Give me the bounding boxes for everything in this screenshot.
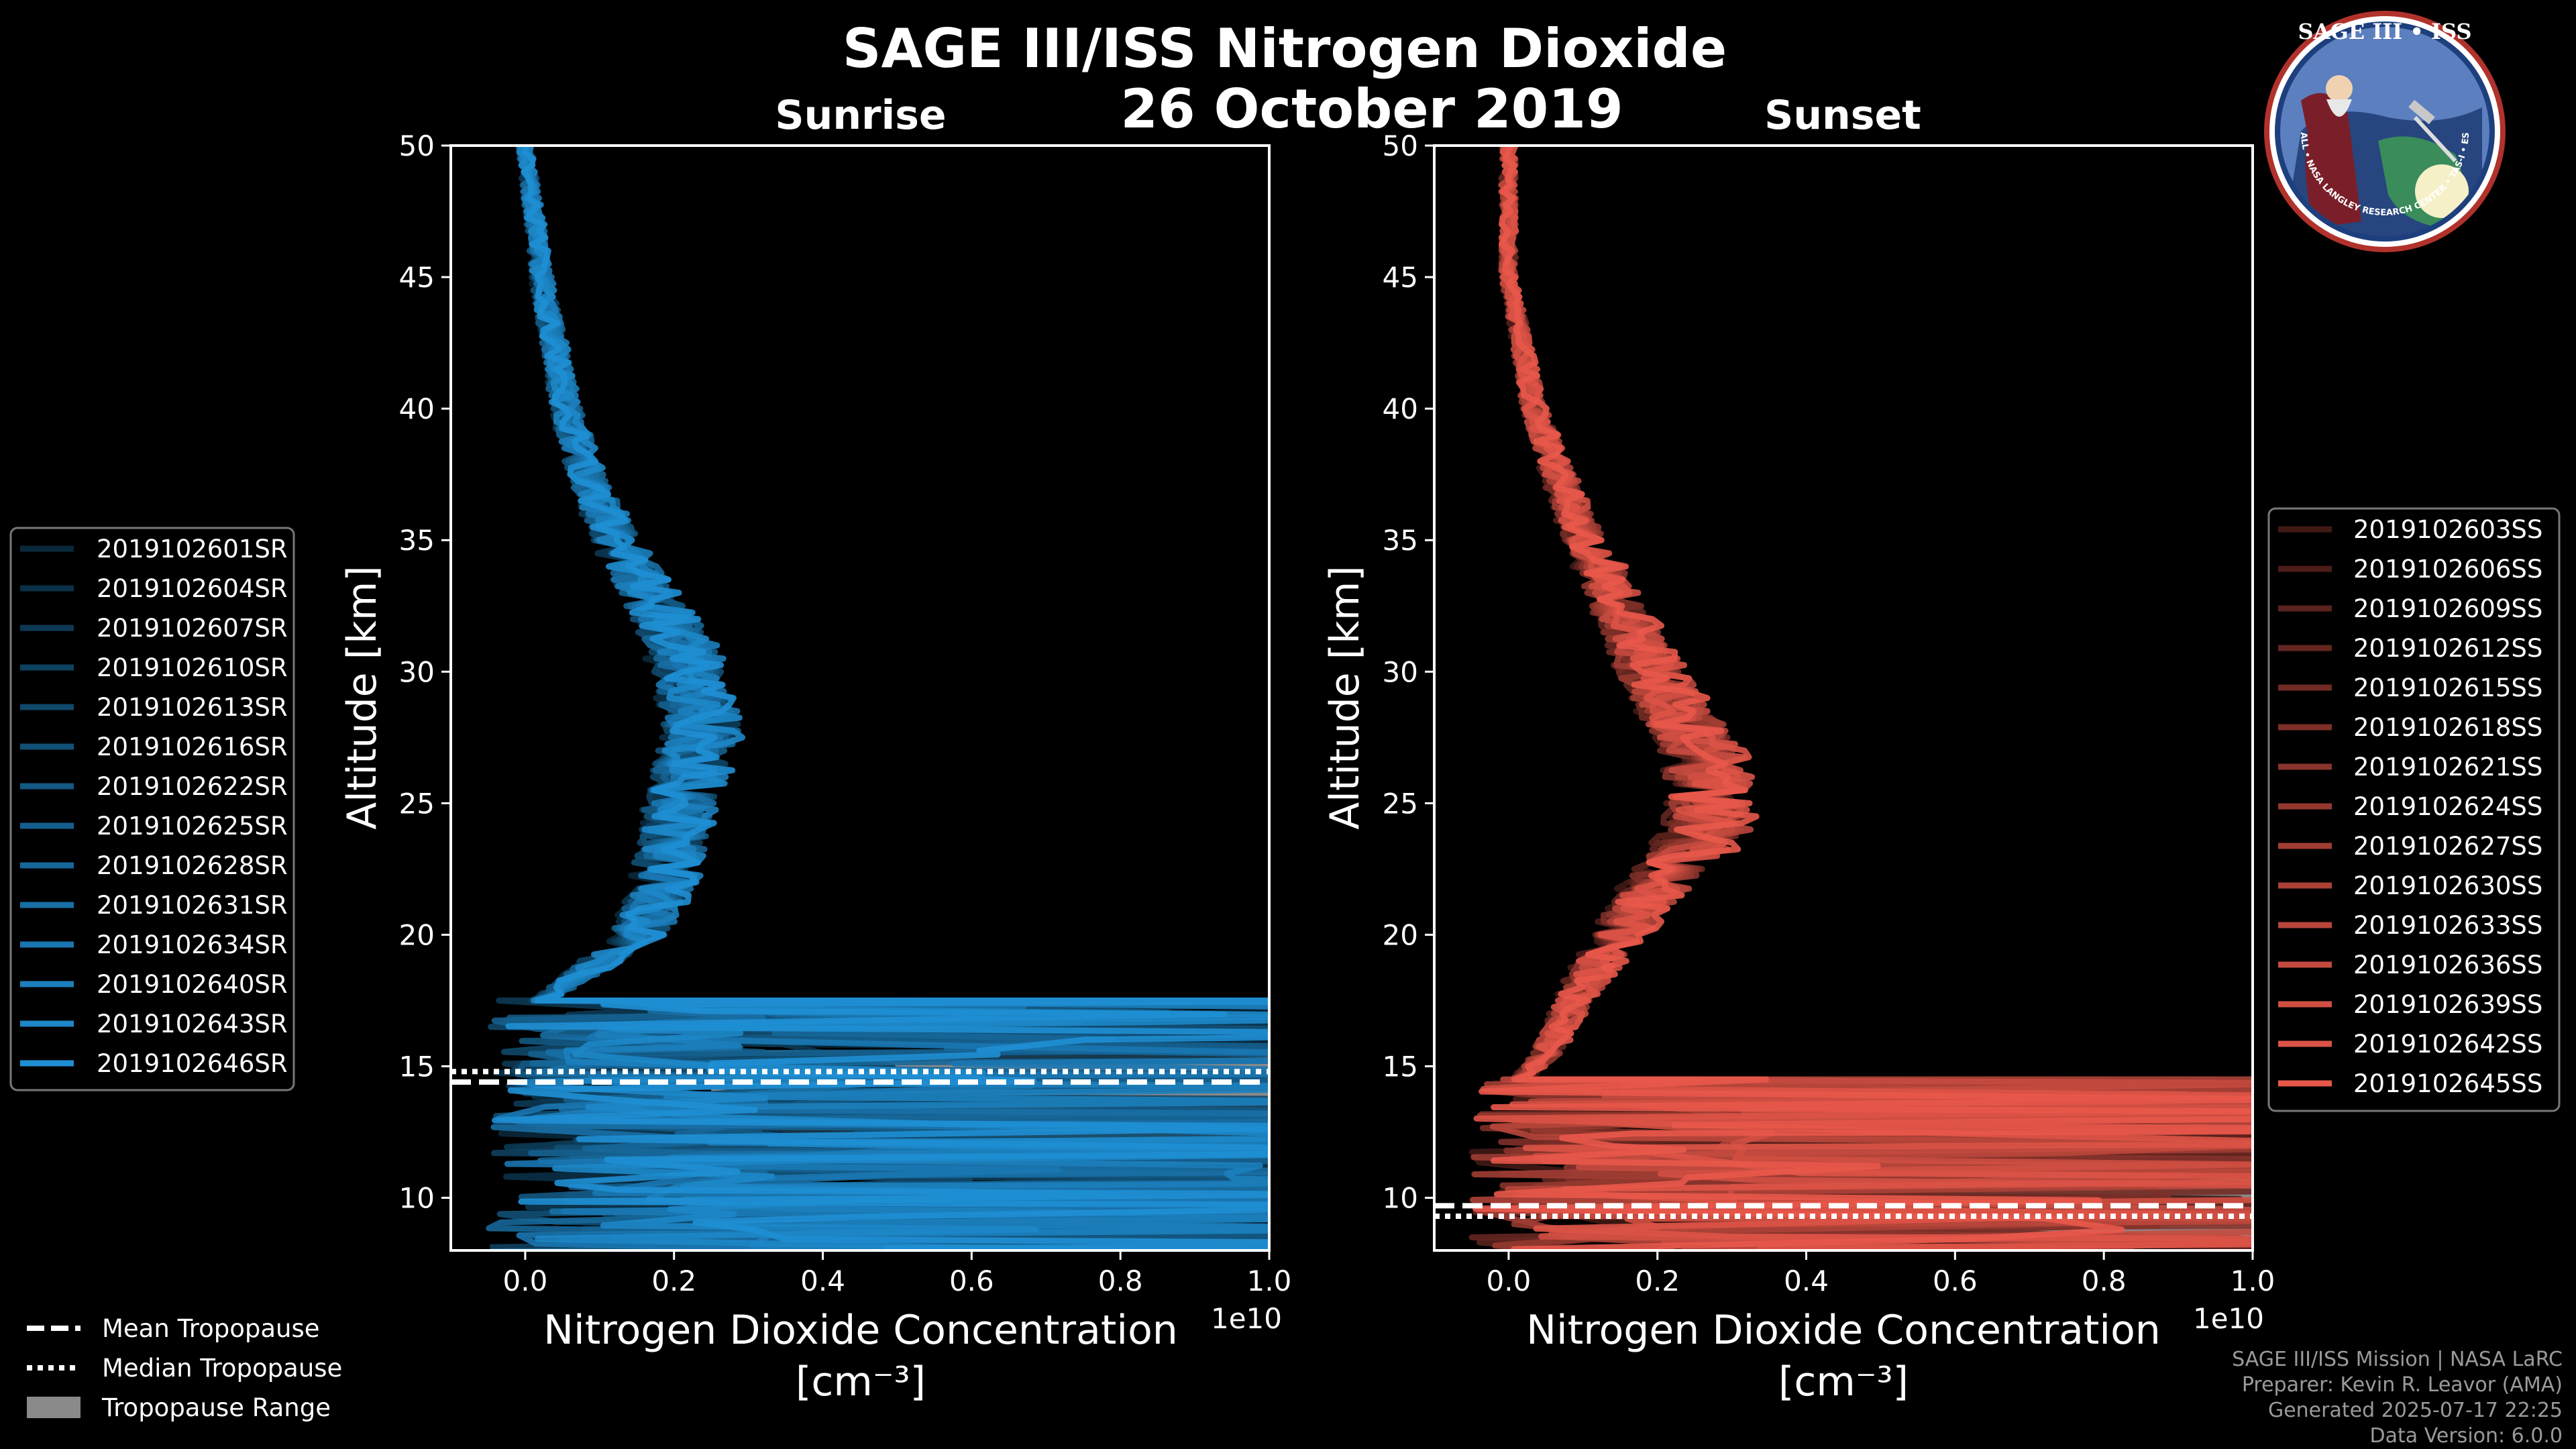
sunset-legend-label-2019102630SS: 2019102630SS — [2353, 871, 2542, 900]
sunset-xtick-label-0.6: 0.6 — [1933, 1265, 1978, 1297]
figure-title: SAGE III/ISS Nitrogen Dioxide — [843, 17, 1727, 80]
sunrise-ytick-label-15: 15 — [399, 1051, 435, 1083]
sunrise-legend-label-2019102607SR: 2019102607SR — [97, 614, 288, 643]
sunset-plot-area — [1434, 146, 2253, 1250]
sunset-ticks: 10 15 20 25 30 35 40 45 50 0.0 0.2 0.4 0.6 0.8 1.0 — [1383, 129, 2275, 1297]
sunrise-legend-label-2019102628SR: 2019102628SR — [97, 851, 288, 880]
sunrise-offset-label: 1e10 — [1211, 1302, 1282, 1335]
sunrise-xtick-label-0.8: 0.8 — [1098, 1265, 1143, 1297]
credit-line-preparer: Preparer: Kevin R. Leavor (AMA) — [2242, 1373, 2563, 1397]
sunrise-legend-label-2019102631SR: 2019102631SR — [97, 891, 288, 920]
figure-date: 26 October 2019 — [1120, 78, 1623, 140]
sunrise-profile-2019102646SR — [492, 146, 1269, 1250]
sunrise-ytick-label-35: 35 — [399, 524, 435, 557]
sunrise-legend: 2019102601SR 2019102604SR 2019102607SR 2019… — [9, 527, 295, 1091]
sunrise-legend-label-2019102604SR: 2019102604SR — [97, 574, 288, 603]
sunrise-line-2019102646SR — [492, 146, 1269, 1250]
sunrise-legend-label-2019102622SR: 2019102622SR — [97, 772, 288, 801]
sunset-offset-label: 1e10 — [2193, 1302, 2264, 1335]
sunrise-ytick-label-45: 45 — [399, 261, 435, 294]
sunrise-legend-label-2019102616SR: 2019102616SR — [97, 733, 288, 761]
sunset-panel-title: Sunset — [1764, 92, 1921, 139]
sunset-legend-label-2019102636SS: 2019102636SS — [2353, 951, 2542, 979]
legend-dotted-label: Median Tropopause — [102, 1354, 342, 1383]
sunset-legend-label-2019102603SS: 2019102603SS — [2353, 515, 2542, 544]
sunrise-legend-label-2019102640SR: 2019102640SR — [97, 970, 288, 999]
sunset-y-axis-label: Altitude [km] — [1322, 566, 1368, 830]
sunset-ytick-label-50: 50 — [1383, 129, 1418, 162]
credit-line-mission: SAGE III/ISS Mission | NASA LaRC — [2232, 1348, 2563, 1371]
legend-tropopause-range-swatch — [27, 1397, 80, 1418]
sunrise-xtick-label-1.0: 1.0 — [1247, 1265, 1292, 1297]
sunset-line-2019102645SS — [1472, 146, 2253, 1250]
sunrise-legend-frame — [9, 527, 295, 1091]
sunset-legend-label-2019102645SS: 2019102645SS — [2353, 1069, 2542, 1098]
tropopause-legend: Mean Tropopause Median Tropopause Tropopau… — [27, 1314, 342, 1422]
sunrise-panel-title: Sunrise — [775, 92, 946, 139]
sunset-xtick-label-0.0: 0.0 — [1487, 1265, 1532, 1297]
sunset-legend: 2019102603SS 2019102606SS 2019102609SS 2019… — [2267, 507, 2561, 1112]
sunrise-ytick-label-50: 50 — [399, 129, 435, 162]
sunset-ytick-label-45: 45 — [1383, 261, 1418, 294]
sunset-legend-label-2019102624SS: 2019102624SS — [2353, 792, 2542, 821]
sunrise-legend-label-2019102610SR: 2019102610SR — [97, 653, 288, 682]
sunset-legend-label-2019102618SS: 2019102618SS — [2353, 713, 2542, 742]
sunset-legend-label-2019102621SS: 2019102621SS — [2353, 753, 2542, 782]
credit-line-version: Data Version: 6.0.0 — [2370, 1424, 2563, 1448]
sunset-legend-label-2019102639SS: 2019102639SS — [2353, 990, 2542, 1019]
sunset-legend-label-2019102612SS: 2019102612SS — [2353, 634, 2542, 663]
sunset-ytick-label-10: 10 — [1383, 1182, 1418, 1215]
sunset-legend-label-2019102615SS: 2019102615SS — [2353, 674, 2542, 702]
sunset-ytick-label-40: 40 — [1383, 392, 1418, 425]
sunset-x-axis-unit: [cm⁻³] — [1778, 1358, 1909, 1405]
sunset-xtick-label-0.4: 0.4 — [1784, 1265, 1829, 1297]
sunrise-legend-label-2019102613SR: 2019102613SR — [97, 693, 288, 722]
sunset-legend-label-2019102606SS: 2019102606SS — [2353, 555, 2542, 584]
sunset-legend-label-2019102609SS: 2019102609SS — [2353, 594, 2542, 623]
sunset-profile-2019102645SS — [1472, 146, 2253, 1250]
sunset-panel: 10 15 20 25 30 35 40 45 50 0.0 0.2 0.4 0.6 0.8 1.0 Alt… — [1322, 129, 2275, 1405]
sunrise-plot-area — [451, 146, 1269, 1250]
legend-patch-label: Tropopause Range — [101, 1393, 331, 1422]
sunset-ytick-label-30: 30 — [1383, 655, 1418, 688]
sunrise-x-axis-unit: [cm⁻³] — [796, 1358, 926, 1405]
sunrise-legend-label-2019102625SR: 2019102625SR — [97, 812, 288, 841]
sunset-legend-label-2019102633SS: 2019102633SS — [2353, 911, 2542, 940]
sunrise-legend-label-2019102646SR: 2019102646SR — [97, 1049, 288, 1078]
sunset-xtick-label-0.2: 0.2 — [1635, 1265, 1680, 1297]
sunrise-y-axis-label: Altitude [km] — [339, 566, 386, 830]
sunrise-ytick-label-10: 10 — [399, 1182, 435, 1215]
sunset-legend-frame — [2267, 507, 2561, 1112]
credits: SAGE III/ISS Mission | NASA LaRC Prepare… — [2232, 1348, 2563, 1448]
sunrise-ytick-label-30: 30 — [399, 655, 435, 688]
sunrise-ytick-label-25: 25 — [399, 787, 435, 820]
legend-dashed-label: Mean Tropopause — [102, 1314, 320, 1343]
logo-text: SAGE III • ISS — [2298, 19, 2472, 44]
sunrise-axes-frame — [449, 144, 1271, 1252]
sunrise-legend-label-2019102634SR: 2019102634SR — [97, 930, 288, 959]
sunset-xtick-label-1.0: 1.0 — [2231, 1265, 2275, 1297]
sunrise-panel: 10 15 20 25 30 35 40 45 50 0.0 0.2 0.4 0.6 0.8 1.0 Alt… — [339, 129, 1292, 1405]
sunset-x-axis-label: Nitrogen Dioxide Concentration — [1526, 1307, 2161, 1354]
sunrise-ticks: 10 15 20 25 30 35 40 45 50 0.0 0.2 0.4 0.6 0.8 1.0 — [399, 129, 1292, 1297]
sunset-ytick-label-35: 35 — [1383, 524, 1418, 557]
sunrise-ytick-label-40: 40 — [399, 392, 435, 425]
sunrise-xtick-label-0.6: 0.6 — [949, 1265, 994, 1297]
sunrise-xtick-label-0.2: 0.2 — [651, 1265, 696, 1297]
sunrise-legend-label-2019102601SR: 2019102601SR — [97, 535, 288, 564]
sunset-legend-label-2019102642SS: 2019102642SS — [2353, 1030, 2542, 1059]
sunset-xtick-label-0.8: 0.8 — [2082, 1265, 2127, 1297]
sunrise-x-axis-label: Nitrogen Dioxide Concentration — [543, 1307, 1178, 1354]
sunset-ytick-label-15: 15 — [1383, 1051, 1418, 1083]
sunrise-legend-label-2019102643SR: 2019102643SR — [97, 1010, 288, 1038]
sunset-legend-label-2019102627SS: 2019102627SS — [2353, 832, 2542, 861]
sunrise-ytick-label-20: 20 — [399, 918, 435, 951]
sunset-ytick-label-20: 20 — [1383, 918, 1418, 951]
sunset-ytick-label-25: 25 — [1383, 787, 1418, 820]
sunrise-xtick-label-0.4: 0.4 — [800, 1265, 845, 1297]
sunrise-xtick-label-0.0: 0.0 — [503, 1265, 548, 1297]
credit-line-generated: Generated 2025-07-17 22:25 — [2268, 1399, 2563, 1422]
sunset-axes-frame — [1433, 144, 2254, 1252]
